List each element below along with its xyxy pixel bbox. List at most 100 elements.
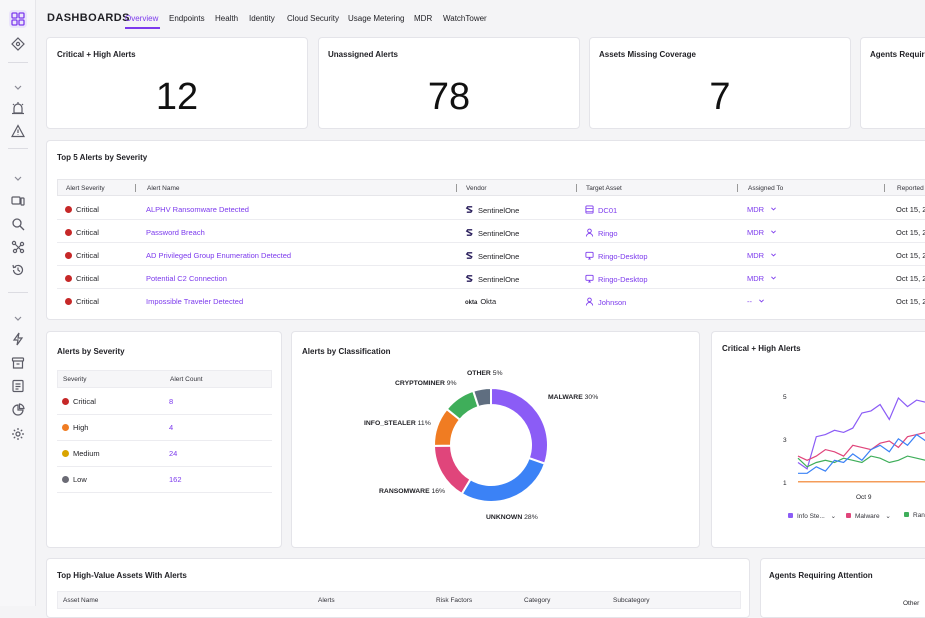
- line-chart[interactable]: [712, 332, 925, 549]
- assigned-to-dropdown[interactable]: --: [747, 297, 765, 306]
- tab-usage-metering[interactable]: Usage Metering: [348, 14, 405, 23]
- column-header[interactable]: Assigned To: [748, 185, 784, 192]
- column-resizer[interactable]: [135, 184, 136, 192]
- donut-slice-ransomware[interactable]: [432, 444, 472, 496]
- assigned-to-dropdown[interactable]: MDR: [747, 228, 777, 237]
- graph-icon[interactable]: [9, 238, 27, 256]
- column-header[interactable]: Target Asset: [586, 185, 622, 192]
- compass-icon[interactable]: [9, 35, 27, 53]
- column-resizer[interactable]: [456, 184, 457, 192]
- severity-cell: Critical: [62, 397, 96, 406]
- column-header[interactable]: Alert Count: [170, 376, 203, 383]
- column-header[interactable]: Subcategory: [613, 597, 650, 604]
- column-header[interactable]: Alert Severity: [66, 185, 105, 192]
- assignee-label: MDR: [747, 251, 765, 260]
- donut-slice-other[interactable]: [471, 386, 492, 409]
- tab-mdr[interactable]: MDR: [414, 14, 433, 23]
- table-row[interactable]: Critical Potential C2 Connection Sentine…: [57, 266, 925, 289]
- donut-slice-malware[interactable]: [490, 386, 549, 465]
- legend-swatch: [788, 513, 793, 518]
- kpi-card-critical-high[interactable]: Critical + High Alerts 12: [46, 37, 308, 129]
- column-header[interactable]: Category: [524, 597, 551, 604]
- table-header: Alert Severity Alert Name Vendor Target …: [57, 179, 925, 196]
- dashboards-icon[interactable]: [9, 10, 27, 28]
- table-row[interactable]: Critical AD Privileged Group Enumeration…: [57, 243, 925, 266]
- alert-name-link[interactable]: Potential C2 Connection: [146, 274, 227, 283]
- donut-chart[interactable]: [292, 332, 701, 549]
- series-line-3[interactable]: [798, 432, 925, 474]
- kpi-card-agents-requiring[interactable]: Agents Requiring: [860, 37, 925, 129]
- chevron-down-icon[interactable]: [13, 310, 23, 321]
- table-row[interactable]: Critical Password Breach SentinelOne Rin…: [57, 220, 925, 243]
- asset-cell[interactable]: Ringo-Desktop: [585, 251, 648, 261]
- asset-cell[interactable]: Ringo: [585, 228, 618, 238]
- gear-icon[interactable]: [9, 425, 27, 443]
- devices-icon[interactable]: [9, 192, 27, 210]
- alert-name-link[interactable]: AD Privileged Group Enumeration Detected: [146, 251, 292, 260]
- tab-health[interactable]: Health: [215, 14, 239, 23]
- assigned-to-dropdown[interactable]: MDR: [747, 205, 777, 214]
- column-header[interactable]: Reported: [897, 185, 924, 192]
- column-resizer[interactable]: [737, 184, 738, 192]
- bolt-icon[interactable]: [9, 330, 27, 348]
- tab-endpoints[interactable]: Endpoints: [169, 14, 205, 23]
- tab-identity[interactable]: Identity: [249, 14, 275, 23]
- column-resizer[interactable]: [576, 184, 577, 192]
- kpi-title: Critical + High Alerts: [57, 50, 136, 59]
- asset-cell[interactable]: Ringo-Desktop: [585, 274, 648, 284]
- high-value-assets-card: Top High-Value Assets With Alerts Asset …: [46, 558, 750, 618]
- alert-count-link[interactable]: 24: [169, 449, 178, 458]
- table-row[interactable]: High 4: [57, 415, 272, 441]
- column-header[interactable]: Vendor: [466, 185, 487, 192]
- alert-name-link[interactable]: Password Breach: [146, 228, 205, 237]
- legend-item-malware[interactable]: Malware ⌄: [846, 512, 891, 520]
- search-icon[interactable]: [9, 215, 27, 233]
- alert-count-link[interactable]: 162: [169, 475, 182, 484]
- donut-slice-unknown[interactable]: [460, 456, 547, 503]
- column-header[interactable]: Alert Name: [147, 185, 180, 192]
- table-row[interactable]: Low 162: [57, 467, 272, 493]
- pie-chart-icon[interactable]: [9, 401, 27, 419]
- column-header[interactable]: Alerts: [318, 597, 335, 604]
- column-resizer[interactable]: [884, 184, 885, 192]
- server-icon: [585, 205, 594, 214]
- tab-watchtower[interactable]: WatchTower: [443, 14, 487, 23]
- alert-count-link[interactable]: 8: [169, 397, 174, 406]
- table-row[interactable]: Critical ALPHV Ransomware Detected Senti…: [57, 197, 925, 220]
- column-header[interactable]: Risk Factors: [436, 597, 473, 604]
- alert-name-link[interactable]: ALPHV Ransomware Detected: [146, 205, 249, 214]
- archive-icon[interactable]: [9, 354, 27, 372]
- column-header[interactable]: Asset Name: [63, 597, 99, 604]
- legend-item-ransomware[interactable]: Ran: [904, 512, 925, 519]
- table-row[interactable]: Medium 24: [57, 441, 272, 467]
- alert-count-link[interactable]: 4: [169, 423, 174, 432]
- vendor-name: SentinelOne: [478, 275, 520, 284]
- severity-label: Critical: [76, 297, 99, 306]
- chevron-down-icon: [771, 276, 777, 280]
- alert-name-link[interactable]: Impossible Traveler Detected: [146, 297, 244, 306]
- column-header[interactable]: Severity: [63, 376, 87, 383]
- kpi-card-missing-coverage[interactable]: Assets Missing Coverage 7: [589, 37, 851, 129]
- kpi-card-unassigned[interactable]: Unassigned Alerts 78: [318, 37, 580, 129]
- asset-cell[interactable]: Johnson: [585, 297, 626, 307]
- assigned-to-dropdown[interactable]: MDR: [747, 251, 777, 260]
- report-icon[interactable]: [9, 377, 27, 395]
- alarm-icon[interactable]: [9, 99, 27, 117]
- legend-item-info-stealer[interactable]: Info Ste... ⌄: [788, 512, 836, 520]
- high-severity-icon: [62, 424, 69, 431]
- chevron-down-icon[interactable]: [13, 79, 23, 90]
- agents-attention-card: Agents Requiring Attention Other: [760, 558, 925, 618]
- table-row[interactable]: Critical Impossible Traveler Detected ok…: [57, 289, 925, 312]
- series-line-2[interactable]: [797, 454, 925, 468]
- tab-cloud-security[interactable]: Cloud Security: [287, 14, 340, 23]
- warning-icon[interactable]: [9, 122, 27, 140]
- table-row[interactable]: Critical 8: [57, 389, 272, 415]
- legend-label: Ran: [913, 512, 925, 519]
- assigned-to-dropdown[interactable]: MDR: [747, 274, 777, 283]
- chevron-down-icon[interactable]: [13, 170, 23, 181]
- asset-cell[interactable]: DC01: [585, 205, 617, 215]
- tab-overview[interactable]: Overview: [125, 14, 159, 23]
- table-header: Severity Alert Count: [57, 370, 272, 388]
- series-line-0[interactable]: [797, 396, 925, 470]
- history-icon[interactable]: [9, 261, 27, 279]
